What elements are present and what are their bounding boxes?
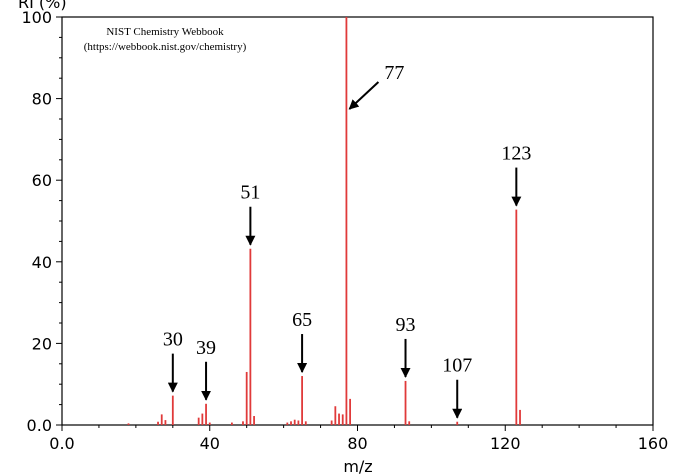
peak-label: 123 bbox=[501, 143, 531, 165]
y-tick-label: 40 bbox=[32, 253, 52, 272]
peak-label: 107 bbox=[442, 355, 472, 377]
peak-label: 77 bbox=[384, 62, 404, 84]
credit-line-2: (https://webbook.nist.gov/chemistry) bbox=[84, 41, 247, 53]
annotation-layer: 30 39 51 65 77 93 107 123 bbox=[163, 62, 531, 419]
peak-label: 51 bbox=[240, 182, 260, 204]
x-tick-label: 40 bbox=[200, 434, 220, 453]
y-axis-title: RI (%) bbox=[18, 0, 67, 12]
y-tick-label: 0.0 bbox=[27, 416, 52, 435]
credit-line-1: NIST Chemistry Webbook bbox=[106, 26, 224, 38]
x-axis-title: m/z bbox=[343, 457, 372, 475]
peaks-layer bbox=[127, 17, 521, 425]
peak-label: 65 bbox=[292, 309, 312, 331]
y-tick-label: 100 bbox=[21, 8, 52, 27]
x-tick-label: 120 bbox=[490, 434, 521, 453]
x-tick-label: 0.0 bbox=[49, 434, 74, 453]
plot-border bbox=[61, 16, 654, 426]
x-tick-label: 160 bbox=[638, 434, 669, 453]
y-tick-label: 60 bbox=[32, 171, 52, 190]
ticks-layer: 0.0 40 80 120 160 0.0 20 40 60 80 100 bbox=[21, 8, 668, 453]
peak-label: 39 bbox=[196, 337, 216, 359]
plot-frame bbox=[61, 16, 654, 426]
peak-arrow bbox=[348, 81, 380, 110]
x-tick-label: 80 bbox=[347, 434, 367, 453]
peak-label: 30 bbox=[163, 329, 183, 351]
y-tick-label: 80 bbox=[32, 90, 52, 109]
peak-label: 93 bbox=[396, 314, 416, 336]
y-tick-label: 20 bbox=[32, 334, 52, 353]
